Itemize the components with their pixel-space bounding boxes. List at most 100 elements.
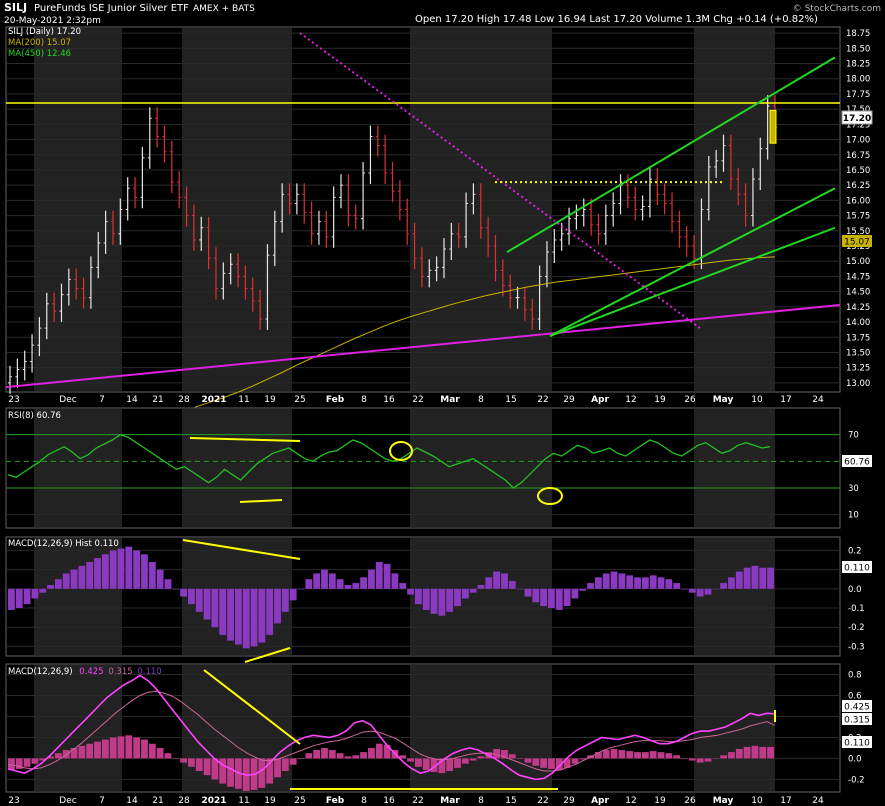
hist-bar: [344, 584, 352, 589]
hist-bar: [219, 588, 227, 635]
hist-bar: [172, 588, 180, 590]
macd-hist-bar: [469, 758, 477, 761]
macd-hist-bar: [31, 758, 39, 764]
hist-bar: [735, 571, 743, 589]
macd-hist-bar: [454, 758, 461, 768]
macd-hist-bar: [438, 758, 446, 774]
hist-bar: [8, 588, 15, 610]
macd-hist-bar: [164, 753, 172, 759]
legend-hist: 0.110: [137, 667, 161, 677]
macd-hist-bar: [321, 747, 328, 759]
macd-hist-bar: [696, 758, 704, 763]
date-label: 7: [99, 796, 105, 806]
hist-bar: [313, 573, 321, 589]
shade-band: [694, 538, 775, 655]
hist-bar: [728, 577, 735, 589]
date-label: Dec: [59, 796, 76, 806]
channel-upper-line: [506, 56, 836, 253]
hist-bar: [618, 573, 626, 589]
date-label: Apr: [591, 395, 609, 405]
macd-hist-bar: [548, 758, 555, 769]
channel-lower-line: [549, 187, 836, 337]
macd-hist-bar: [407, 758, 414, 762]
hist-bar: [594, 577, 602, 589]
macd-hist-bar: [383, 744, 391, 759]
macd-hist-bar: [375, 743, 383, 759]
macd-hist-bar: [563, 758, 571, 768]
date-label: Dec: [59, 395, 76, 405]
macd-hist-bar: [649, 751, 657, 759]
date-label: 21: [152, 796, 163, 806]
date-label: 15: [505, 796, 516, 806]
price-tick-label: 18.50: [846, 44, 870, 54]
hist-bar: [477, 584, 485, 589]
hist-bar: [485, 577, 493, 589]
hist-bar: [47, 584, 54, 589]
date-label: Apr: [591, 796, 609, 806]
date-label: 19: [264, 395, 276, 405]
hist-bar: [602, 573, 610, 589]
hist-bar: [665, 579, 673, 589]
date-label: May: [713, 395, 734, 405]
hist-bar: [360, 577, 368, 589]
date-label: 10: [751, 796, 763, 806]
macd-line: [7, 674, 776, 781]
macd-hist-bar: [8, 758, 15, 770]
macd-hist-bar: [743, 746, 751, 759]
macd-hist-bar: [360, 752, 368, 759]
macd-hist-bar: [422, 758, 430, 770]
macd-hist-bar: [641, 752, 649, 759]
ma-tag: 15.07: [842, 235, 872, 248]
hist-bar: [407, 588, 414, 595]
hist-bar: [211, 588, 219, 628]
hist-bar: [516, 588, 524, 590]
date-label: 8: [478, 796, 484, 806]
hist-tag-text: 0.110: [844, 564, 870, 574]
macd-hist-bar: [156, 747, 164, 759]
macd-hist-bar: [751, 745, 759, 759]
macd-hist-bar: [446, 758, 454, 772]
date-label: 22: [412, 796, 423, 806]
macd-hist-bar: [141, 739, 148, 759]
date-label: 11: [238, 796, 249, 806]
last-bar-highlight: [769, 109, 777, 144]
macd-hist-bar: [148, 743, 156, 759]
hist-bar: [203, 588, 211, 620]
price-tick-label: 17.25: [846, 120, 870, 130]
price-panel: [8, 95, 777, 408]
date-label: 23: [8, 796, 19, 806]
macd-hist-bar: [78, 745, 86, 759]
hist-bar: [54, 579, 62, 589]
macd-hist-bar: [665, 753, 673, 759]
legend-macd-line: 0.425: [79, 667, 103, 677]
rsi-divergence-bottom: [239, 499, 283, 503]
macd-hist-bar: [86, 743, 94, 759]
date-label: 29: [563, 395, 575, 405]
macd-hist-bar: [117, 736, 125, 759]
hist-tick-label: -0.2: [848, 623, 865, 633]
date-label: 26: [684, 395, 696, 405]
macd-hist-bar: [540, 758, 548, 768]
macd-hist-bar: [767, 746, 774, 759]
date-label: 11: [238, 395, 249, 405]
hist-bar: [86, 561, 94, 589]
macd-hist-bar: [313, 750, 321, 759]
macd-tick-label: 0.8: [848, 670, 862, 680]
hist-bar: [125, 546, 133, 589]
macd-hist-bar: [211, 758, 219, 780]
hist-bar: [626, 575, 634, 589]
hist-bar: [242, 588, 250, 649]
hist-bar: [15, 588, 23, 609]
macd-hist-bar: [516, 758, 524, 759]
macd-hist-bar: [688, 758, 696, 761]
price-tick-label: 14.25: [846, 303, 870, 313]
macd-tick-label: -0.2: [848, 775, 865, 785]
shade-band: [694, 665, 775, 791]
hist-bar: [399, 583, 407, 589]
date-label: 16: [383, 796, 395, 806]
hist-bar: [258, 588, 266, 643]
hist-bar: [156, 569, 164, 589]
date-label: 22: [537, 395, 548, 405]
